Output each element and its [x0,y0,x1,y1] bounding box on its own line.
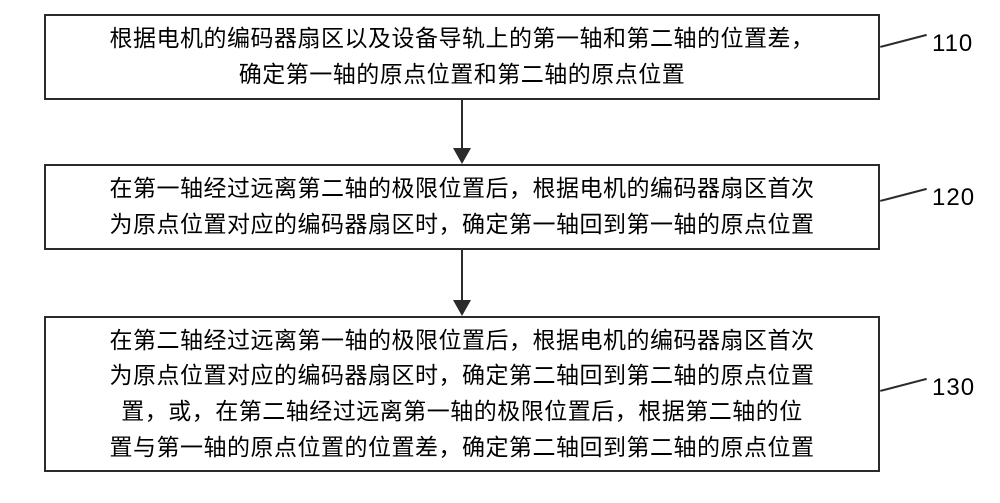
arrow-head-icon [453,148,471,164]
flow-step-step120: 在第一轴经过远离第二轴的极限位置后，根据电机的编码器扇区首次 为原点位置对应的编… [44,164,880,250]
leader-line [880,378,926,392]
flow-step-text: 在第二轴经过远离第一轴的极限位置后，根据电机的编码器扇区首次 为原点位置对应的编… [110,323,815,466]
flow-step-label-step120: 120 [932,184,975,212]
leader-line [880,34,926,48]
flow-step-text: 根据电机的编码器扇区以及设备导轨上的第一轴和第二轴的位置差， 确定第一轴的原点位… [110,21,815,92]
arrow-line [461,250,463,300]
leader-line [880,188,926,202]
flowchart-canvas: 根据电机的编码器扇区以及设备导轨上的第一轴和第二轴的位置差， 确定第一轴的原点位… [0,0,1000,503]
flow-step-step110: 根据电机的编码器扇区以及设备导轨上的第一轴和第二轴的位置差， 确定第一轴的原点位… [44,14,880,100]
arrow-head-icon [453,300,471,316]
arrow-line [461,100,463,148]
flow-step-label-step130: 130 [932,374,975,402]
flow-step-label-step110: 110 [932,30,973,58]
flow-step-text: 在第一轴经过远离第二轴的极限位置后，根据电机的编码器扇区首次 为原点位置对应的编… [110,171,815,242]
flow-step-step130: 在第二轴经过远离第一轴的极限位置后，根据电机的编码器扇区首次 为原点位置对应的编… [44,316,880,472]
